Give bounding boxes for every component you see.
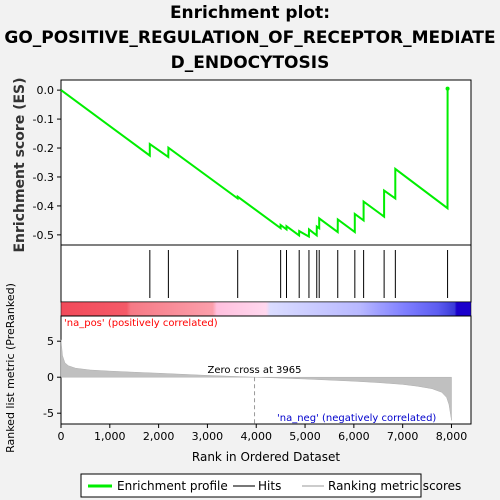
ranking-metric-area xyxy=(60,339,452,421)
legend: Enrichment profile Hits Ranking metric s… xyxy=(80,473,461,498)
es-tick-label: 0.0 xyxy=(37,84,55,97)
es-end-point xyxy=(445,86,450,91)
neg-label: 'na_neg' (negatively correlated) xyxy=(277,413,436,424)
x-tick-label: 3,000 xyxy=(192,430,224,443)
legend-hits-label: Hits xyxy=(258,479,281,493)
metric-panel xyxy=(60,315,472,425)
metric-tick-label: -5 xyxy=(43,407,54,420)
enrichment-profile-line xyxy=(60,88,449,239)
x-tick-label: 1,000 xyxy=(94,430,126,443)
x-tick-label: 2,000 xyxy=(143,430,175,443)
x-tick-label: 6,000 xyxy=(338,430,370,443)
xlabel: Rank in Ordered Dataset xyxy=(192,450,340,464)
x-tick-label: 4,000 xyxy=(240,430,272,443)
x-tick-label: 0 xyxy=(58,430,65,443)
x-tick-label: 8,000 xyxy=(436,430,468,443)
legend-profile-label: Enrichment profile xyxy=(117,479,228,493)
hits-group xyxy=(149,250,449,298)
x-tick-label: 7,000 xyxy=(387,430,419,443)
x-tick-label: 5,000 xyxy=(289,430,321,443)
metric-tick-label: 0 xyxy=(47,371,54,384)
metric-tick-label: 5 xyxy=(47,335,54,348)
es-tick-label: -0.4 xyxy=(33,200,54,213)
es-tick-label: -0.2 xyxy=(33,142,54,155)
title-line-1: Enrichment plot: xyxy=(169,3,331,23)
es-tick-label: -0.5 xyxy=(33,229,54,242)
title-line-3: D_ENDOCYTOSIS xyxy=(170,53,330,73)
zero-cross-label: Zero cross at 3965 xyxy=(208,365,302,376)
es-tick-label: -0.3 xyxy=(33,171,54,184)
title-line-2: GO_POSITIVE_REGULATION_OF_RECEPTOR_MEDIA… xyxy=(4,28,496,48)
es-plot-area xyxy=(60,79,472,246)
rank-color-bar xyxy=(60,301,472,317)
es-tick-label: -0.1 xyxy=(33,113,54,126)
es-panel: 0.0 -0.1 -0.2 -0.3 -0.4 -0.5 xyxy=(33,79,472,246)
hits-panel xyxy=(60,244,472,303)
legend-metric-label: Ranking metric scores xyxy=(328,479,461,493)
pos-label: 'na_pos' (positively correlated) xyxy=(64,318,218,329)
es-ylabel: Enrichment score (ES) xyxy=(12,77,28,252)
metric-ylabel: Ranked list metric (PreRanked) xyxy=(4,283,17,453)
